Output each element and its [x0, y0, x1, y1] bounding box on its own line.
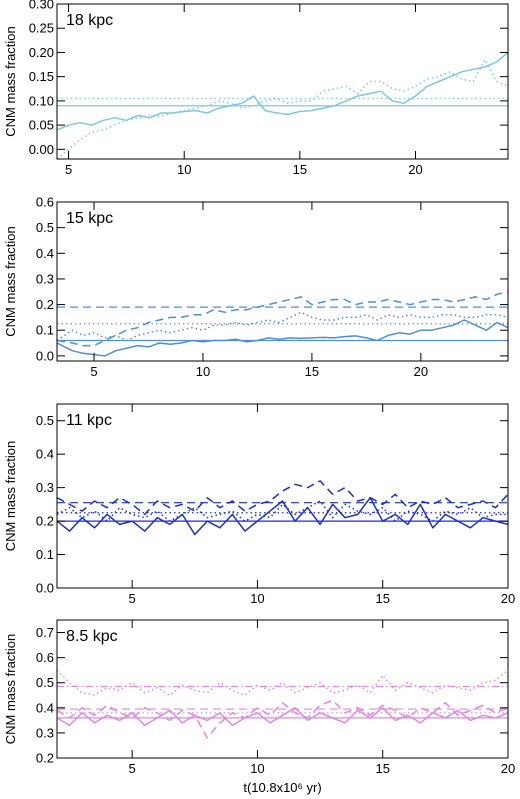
x-tick-label: 20	[501, 761, 515, 776]
y-tick-label: 0.1	[36, 547, 54, 562]
y-tick-label: 0.1	[36, 323, 54, 338]
series-group	[57, 51, 508, 159]
series-line-dotted	[57, 669, 508, 697]
plot-frame	[56, 201, 509, 362]
y-tick-label: 0.0	[36, 581, 54, 596]
panel-title: 18 kpc	[66, 12, 113, 29]
panel-4: 5 10 15 20 0.2 0.3 0.4 0.5 0.6 0.7 8.5 kpc CNM mass…	[3, 619, 515, 795]
y-axis-label: CNM mass fraction	[3, 26, 18, 137]
series-group	[57, 291, 508, 357]
series-group	[57, 480, 508, 536]
x-tick-label: 10	[250, 761, 264, 776]
x-tick-label: 5	[129, 591, 136, 606]
series-line-dotted	[57, 58, 508, 159]
series-line-dashed	[57, 480, 508, 516]
y-tick-label: 0.2	[36, 751, 54, 766]
y-tick-label: 0.5	[36, 675, 54, 690]
y-tick-label: 0.10	[29, 93, 54, 108]
y-tick-label: 0.7	[36, 625, 54, 640]
series-line-dotted	[57, 500, 508, 522]
panel-2: 5 10 15 20 0.0 0.1 0.2 0.3 0.4 0.5 0.6 15 kpc CNM ma…	[3, 195, 509, 379]
panel-title: 11 kpc	[66, 412, 112, 429]
y-tick-label: 0.25	[29, 21, 54, 36]
x-tick-label: 15	[305, 364, 319, 379]
y-tick-label: 0.30	[29, 0, 54, 12]
x-tick-label: 10	[177, 162, 191, 177]
x-tick-label: 10	[196, 364, 210, 379]
y-tick-label: 0.6	[36, 195, 54, 210]
y-tick-label: 0.3	[36, 725, 54, 740]
plot-frame	[56, 403, 509, 589]
y-tick-label: 0.5	[36, 413, 54, 428]
series-group	[57, 669, 508, 739]
x-tick-label: 10	[250, 591, 264, 606]
x-tick-label: 5	[90, 364, 97, 379]
x-tick-label: 20	[501, 591, 515, 606]
panel-title: 15 kpc	[66, 210, 113, 227]
y-tick-label: 0.20	[29, 45, 54, 60]
y-tick-label: 0.3	[36, 271, 54, 286]
x-tick-label: 15	[375, 761, 389, 776]
y-axis-label: CNM mass fraction	[3, 441, 18, 552]
x-tick-label: 15	[375, 591, 389, 606]
plot-frame	[56, 3, 509, 160]
y-tick-label: 0.4	[36, 700, 54, 715]
y-tick-label: 0.4	[36, 447, 54, 462]
series-line-solid	[57, 319, 508, 357]
y-tick-label: 0.05	[29, 118, 54, 133]
panel-1: 5 10 15 20 0.00 0.05 0.10 0.15 0.20 0.25 0.30 18 kp…	[3, 0, 509, 177]
panel-3: 5 10 15 20 0.0 0.1 0.2 0.3 0.4 0.5 11 kpc CNM mass …	[3, 403, 515, 606]
y-tick-label: 0.00	[29, 142, 54, 157]
series-line-solid	[57, 707, 508, 727]
y-tick-label: 0.5	[36, 220, 54, 235]
series-line-solid	[57, 51, 508, 131]
series-line-dashed	[57, 699, 508, 739]
series-line-dashed	[57, 291, 508, 347]
y-tick-label: 0.0	[36, 348, 54, 363]
x-tick-label: 15	[293, 162, 307, 177]
panel-title: 8.5 kpc	[66, 628, 118, 645]
plot-frame	[56, 619, 509, 759]
x-axis-label: t(10.8x10⁶ yr)	[243, 780, 321, 795]
y-tick-label: 0.2	[36, 297, 54, 312]
x-tick-label: 20	[414, 364, 428, 379]
x-tick-label: 5	[65, 162, 72, 177]
y-axis-label: CNM mass fraction	[3, 634, 18, 745]
x-tick-label: 20	[408, 162, 422, 177]
y-tick-label: 0.6	[36, 650, 54, 665]
y-tick-label: 0.2	[36, 514, 54, 529]
y-axis-label: CNM mass fraction	[3, 226, 18, 337]
x-tick-label: 5	[129, 761, 136, 776]
y-tick-label: 0.15	[29, 69, 54, 84]
series-line-dotted	[57, 311, 508, 342]
y-tick-label: 0.4	[36, 246, 54, 261]
y-tick-label: 0.3	[36, 480, 54, 495]
